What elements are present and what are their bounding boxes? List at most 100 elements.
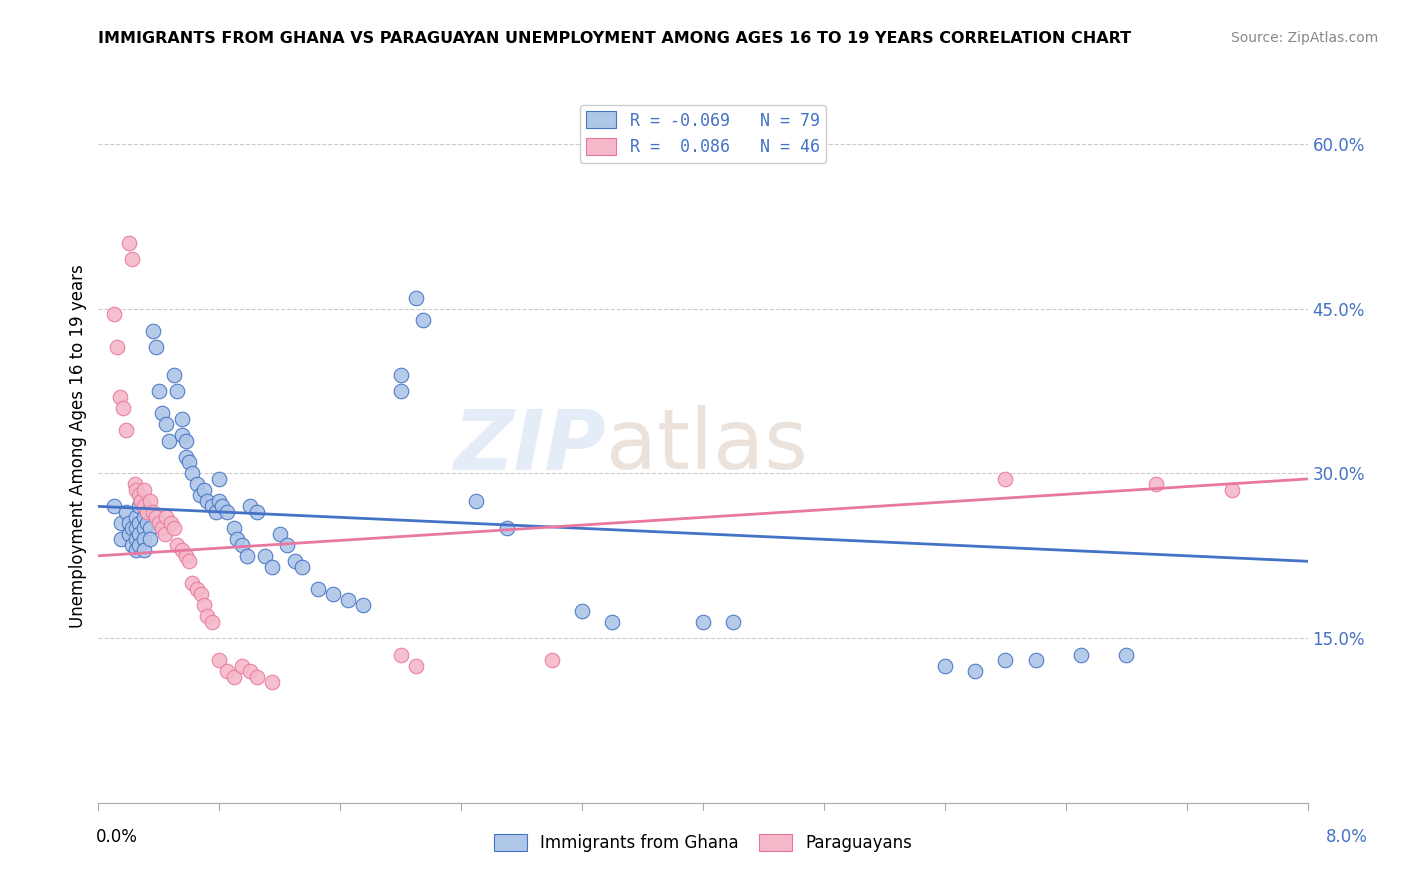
Point [201,500,224,514]
Point [118,516,141,530]
Point [125,483,148,497]
Point [994,472,1017,486]
Point [174,450,197,464]
Point [231,538,253,552]
Point [195,609,218,624]
Point [145,340,167,354]
Point [125,510,148,524]
Point [389,384,412,398]
Point [215,664,238,678]
Point [150,521,173,535]
Point [128,500,150,514]
Text: IMMIGRANTS FROM GHANA VS PARAGUAYAN UNEMPLOYMENT AMONG AGES 16 TO 19 YEARS CORRE: IMMIGRANTS FROM GHANA VS PARAGUAYAN UNEM… [98,31,1132,46]
Point [1115,648,1137,662]
Text: 8.0%: 8.0% [1326,828,1368,846]
Point [124,477,146,491]
Point [159,434,181,448]
Point [174,549,197,563]
Point [224,669,246,683]
Point [132,521,155,535]
Point [153,526,176,541]
Point [135,505,157,519]
Text: atlas: atlas [606,406,808,486]
Legend: Immigrants from Ghana, Paraguayans: Immigrants from Ghana, Paraguayans [486,827,920,859]
Point [174,434,197,448]
Point [1070,648,1092,662]
Point [155,510,177,524]
Point [188,488,211,502]
Point [163,521,186,535]
Point [226,533,249,547]
Point [129,494,152,508]
Y-axis label: Unemployment Among Ages 16 to 19 years: Unemployment Among Ages 16 to 19 years [69,264,87,628]
Point [246,505,269,519]
Point [239,664,262,678]
Point [211,500,233,514]
Point [114,505,136,519]
Point [465,494,488,508]
Point [262,675,284,690]
Point [201,615,224,629]
Point [541,653,564,667]
Point [142,324,165,338]
Point [132,483,155,497]
Point [1220,483,1243,497]
Point [1146,477,1168,491]
Point [224,521,246,535]
Point [160,516,183,530]
Point [118,526,141,541]
Point [111,401,134,415]
Point [128,538,150,552]
Point [208,653,231,667]
Point [352,598,374,612]
Point [994,653,1017,667]
Point [128,516,150,530]
Point [125,543,148,558]
Text: Source: ZipAtlas.com: Source: ZipAtlas.com [1230,31,1378,45]
Point [139,494,162,508]
Point [291,559,314,574]
Point [128,488,150,502]
Point [205,505,228,519]
Point [118,235,141,250]
Point [155,417,177,431]
Point [235,549,257,563]
Point [405,291,427,305]
Point [692,615,714,629]
Point [145,510,167,524]
Point [132,500,155,514]
Point [389,368,412,382]
Point [166,384,188,398]
Point [571,604,593,618]
Point [170,411,193,425]
Point [602,615,624,629]
Point [166,538,188,552]
Point [389,648,412,662]
Point [132,510,155,524]
Point [195,494,218,508]
Point [179,554,201,568]
Point [105,340,128,354]
Point [495,521,517,535]
Point [190,587,212,601]
Point [186,582,208,596]
Point [148,516,170,530]
Point [108,390,131,404]
Point [276,538,298,552]
Text: ZIP: ZIP [454,406,606,486]
Point [934,658,956,673]
Point [1025,653,1047,667]
Point [125,521,148,535]
Point [181,576,204,591]
Point [193,598,215,612]
Point [110,516,132,530]
Point [405,658,427,673]
Point [186,477,208,491]
Point [135,516,157,530]
Point [181,467,204,481]
Point [121,521,143,535]
Point [239,500,262,514]
Point [231,658,253,673]
Point [208,472,231,486]
Point [336,592,359,607]
